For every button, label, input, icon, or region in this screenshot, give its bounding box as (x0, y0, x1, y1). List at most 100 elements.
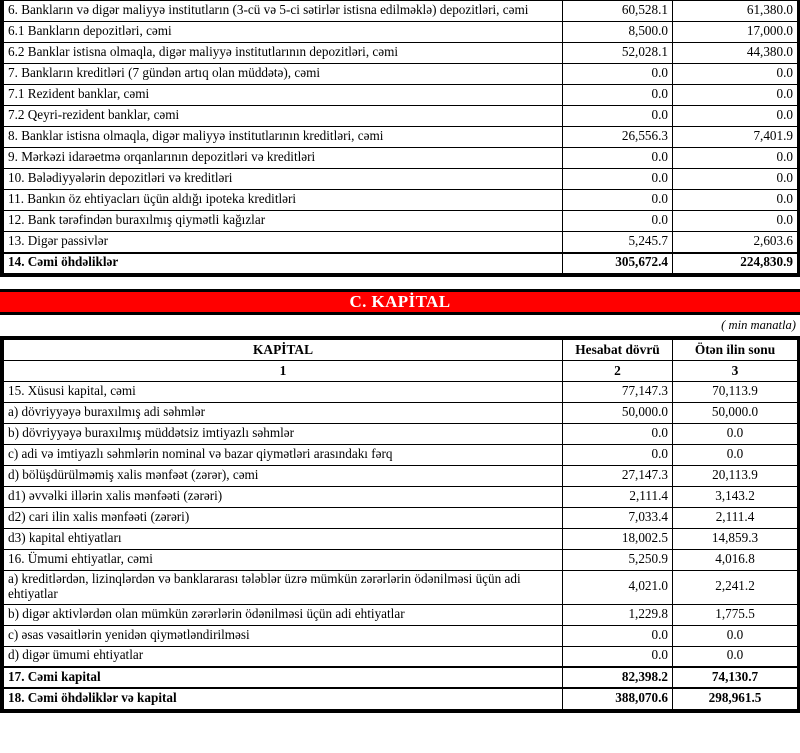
table-row: d) digər ümumi ehtiyatlar 0.0 0.0 (3, 645, 798, 668)
units-note: ( min manatla) (721, 318, 796, 332)
table-row: 12. Bank tərəfindən buraxılmış qiymətli … (3, 210, 798, 232)
row-value-current-period: 60,528.1 (562, 0, 673, 22)
row-value-current-period: 52,028.1 (562, 42, 673, 64)
capital-header-label: KAPİTAL (3, 339, 563, 361)
capital-column-number-1: 1 (3, 360, 563, 382)
row-label: 7.2 Qeyri-rezident banklar, cəmi (3, 105, 563, 127)
liabilities-table: 6. Bankların və digər maliyyə institutla… (3, 0, 798, 274)
row-value-previous-year-end: 0.0 (672, 210, 798, 232)
row-label: d2) cari ilin xalis mənfəəti (zərəri) (3, 507, 563, 529)
row-value-current-period: 82,398.2 (562, 666, 673, 689)
table-row: 6. Bankların və digər maliyyə institutla… (3, 0, 798, 22)
table-row: 18. Cəmi öhdəliklər və kapital 388,070.6 2… (3, 687, 798, 710)
row-label: 6.2 Banklar istisna olmaqla, digər maliy… (3, 42, 563, 64)
row-value-current-period: 27,147.3 (562, 465, 673, 487)
row-value-current-period: 8,500.0 (562, 21, 673, 43)
row-value-current-period: 0.0 (562, 84, 673, 106)
row-value-previous-year-end: 0.0 (672, 444, 798, 466)
table-row: 16. Ümumi ehtiyatlar, cəmi 5,250.9 4,016.8 (3, 549, 798, 571)
table-row: 10. Bələdiyyələrin depozitləri və kredit… (3, 168, 798, 190)
row-value-current-period: 0.0 (562, 423, 673, 445)
row-value-current-period: 305,672.4 (562, 251, 673, 274)
row-label: 17. Cəmi kapital (3, 666, 563, 689)
capital-column-number-3: 3 (672, 360, 798, 382)
row-value-previous-year-end: 17,000.0 (672, 21, 798, 43)
row-value-previous-year-end: 298,961.5 (672, 687, 798, 710)
table-row: 8. Banklar istisna olmaqla, digər maliyy… (3, 126, 798, 148)
row-value-current-period: 0.0 (562, 210, 673, 232)
table-row: b) digər aktivlərdən olan mümkün zərərlə… (3, 603, 798, 626)
table-row: 11. Bankın öz ehtiyacları üçün aldığı ip… (3, 189, 798, 211)
row-value-previous-year-end: 4,016.8 (672, 549, 798, 571)
row-value-previous-year-end: 44,380.0 (672, 42, 798, 64)
row-label: 6. Bankların və digər maliyyə institutla… (3, 0, 563, 22)
row-label: a) dövriyyəyə buraxılmış adi səhmlər (3, 402, 563, 424)
row-value-previous-year-end: 14,859.3 (672, 528, 798, 550)
table-row: a) dövriyyəyə buraxılmış adi səhmlər 50,0… (3, 402, 798, 424)
row-label: d3) kapital ehtiyatları (3, 528, 563, 550)
row-value-current-period: 388,070.6 (562, 687, 673, 710)
row-label: 8. Banklar istisna olmaqla, digər maliyy… (3, 126, 563, 148)
row-value-previous-year-end: 74,130.7 (672, 666, 798, 689)
capital-table-frame: KAPİTAL Hesabat dövrü Ötən ilin sonu 1 2… (0, 336, 800, 713)
table-row: 15. Xüsusi kapital, cəmi 77,147.3 70,113.9 (3, 381, 798, 403)
section-spacer (0, 277, 800, 289)
table-row: 14. Cəmi öhdəliklər 305,672.4 224,830.9 (3, 251, 798, 274)
table-row: 7.1 Rezident banklar, cəmi 0.0 0.0 (3, 84, 798, 106)
row-label: c) əsas vəsaitlərin yenidən qiymətləndir… (3, 624, 563, 647)
table-row: 13. Digər passivlər 5,245.7 2,603.6 (3, 231, 798, 253)
row-value-current-period: 0.0 (562, 168, 673, 190)
row-value-previous-year-end: 0.0 (672, 84, 798, 106)
row-value-current-period: 0.0 (562, 147, 673, 169)
table-row: d1) əvvəlki illərin xalis mənfəəti (zərə… (3, 486, 798, 508)
row-value-previous-year-end: 0.0 (672, 168, 798, 190)
row-label: 13. Digər passivlər (3, 231, 563, 253)
row-value-previous-year-end: 50,000.0 (672, 402, 798, 424)
table-row: 7. Bankların kreditləri (7 gündən artıq … (3, 63, 798, 85)
row-value-previous-year-end: 0.0 (672, 645, 798, 668)
row-label: d1) əvvəlki illərin xalis mənfəəti (zərə… (3, 486, 563, 508)
row-value-current-period: 0.0 (562, 63, 673, 85)
table-row: b) dövriyyəyə buraxılmış müddətsiz imtiy… (3, 423, 798, 445)
table-row: d2) cari ilin xalis mənfəəti (zərəri) 7,0… (3, 507, 798, 529)
row-label: 7.1 Rezident banklar, cəmi (3, 84, 563, 106)
row-value-current-period: 5,245.7 (562, 231, 673, 253)
row-value-current-period: 2,111.4 (562, 486, 673, 508)
row-label: 15. Xüsusi kapital, cəmi (3, 381, 563, 403)
row-value-previous-year-end: 0.0 (672, 105, 798, 127)
liabilities-table-frame: 6. Bankların və digər maliyyə institutla… (0, 0, 800, 277)
row-value-current-period: 0.0 (562, 645, 673, 668)
row-label: 11. Bankın öz ehtiyacları üçün aldığı ip… (3, 189, 563, 211)
row-value-previous-year-end: 61,380.0 (672, 0, 798, 22)
row-label: a) kreditlərdən, lizinqlərdən və banklar… (3, 570, 563, 605)
capital-section-banner: C. KAPİTAL (0, 289, 800, 315)
capital-table-body: 15. Xüsusi kapital, cəmi 77,147.3 70,113.9… (3, 381, 798, 710)
table-row: a) kreditlərdən, lizinqlərdən və banklar… (3, 570, 798, 605)
row-value-current-period: 1,229.8 (562, 603, 673, 626)
row-label: d) digər ümumi ehtiyatlar (3, 645, 563, 668)
row-value-previous-year-end: 2,241.2 (672, 570, 798, 605)
table-row: 6.2 Banklar istisna olmaqla, digər maliy… (3, 42, 798, 64)
row-value-previous-year-end: 3,143.2 (672, 486, 798, 508)
row-value-current-period: 0.0 (562, 444, 673, 466)
row-label: 9. Mərkəzi idarəetmə orqanlarının depozi… (3, 147, 563, 169)
row-label: d) bölüşdürülməmiş xalis mənfəət (zərər)… (3, 465, 563, 487)
row-value-current-period: 0.0 (562, 105, 673, 127)
row-label: 7. Bankların kreditləri (7 gündən artıq … (3, 63, 563, 85)
row-value-current-period: 18,002.5 (562, 528, 673, 550)
row-value-previous-year-end: 224,830.9 (672, 251, 798, 274)
row-label: 14. Cəmi öhdəliklər (3, 251, 563, 274)
capital-column-number-2: 2 (562, 360, 673, 382)
row-value-previous-year-end: 0.0 (672, 423, 798, 445)
row-value-current-period: 5,250.9 (562, 549, 673, 571)
row-value-current-period: 77,147.3 (562, 381, 673, 403)
row-label: 18. Cəmi öhdəliklər və kapital (3, 687, 563, 710)
table-row: c) adi və imtiyazlı səhmlərin nominal və… (3, 444, 798, 466)
capital-section-title: C. KAPİTAL (349, 292, 451, 311)
table-row: c) əsas vəsaitlərin yenidən qiymətləndir… (3, 624, 798, 647)
row-value-previous-year-end: 7,401.9 (672, 126, 798, 148)
capital-header-row: KAPİTAL Hesabat dövrü Ötən ilin sonu (3, 339, 798, 361)
row-value-current-period: 50,000.0 (562, 402, 673, 424)
row-value-current-period: 0.0 (562, 624, 673, 647)
